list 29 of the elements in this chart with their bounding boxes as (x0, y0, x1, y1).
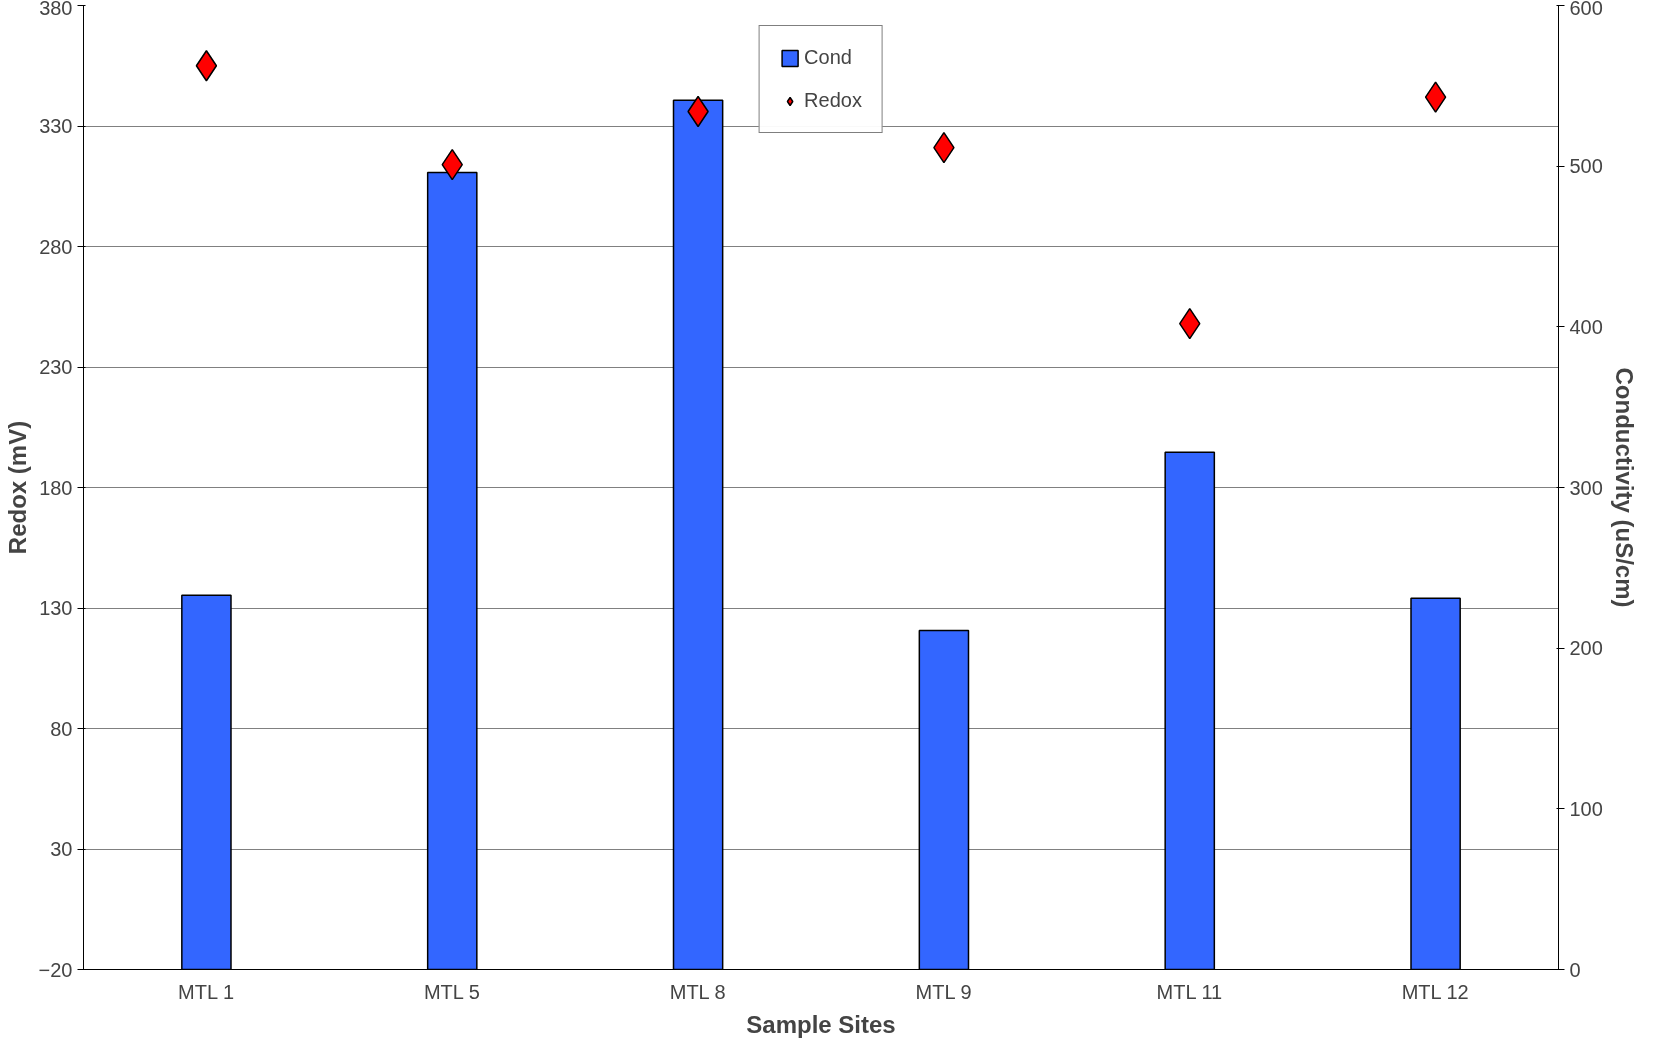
y-axis-title: Redox (mV) (3, 420, 31, 555)
y2-tick-label: 100 (1569, 797, 1603, 820)
point (195, 50, 218, 82)
y2-tick-label: 200 (1569, 637, 1603, 660)
y-tick-label: 230 (39, 356, 73, 378)
y2-axis-title: Conductivity (uS/cm) (1610, 367, 1638, 608)
y2-tick-label: 500 (1569, 155, 1603, 178)
x-tick-label: MTL 12 (1401, 980, 1469, 1003)
legend-label: Redox (804, 89, 862, 112)
y-tick-label: −20 (38, 958, 73, 981)
y-tick-label: 130 (39, 597, 73, 619)
legend-label: Cond (804, 46, 852, 69)
y2-tick-label: 0 (1569, 958, 1581, 981)
y-tick-label: 180 (39, 476, 73, 499)
y-tick-label: 380 (39, 0, 73, 19)
point (1424, 81, 1447, 113)
x-tick-label: MTL 5 (423, 980, 480, 1003)
x-tick-label: MTL 1 (178, 980, 235, 1003)
x-tick-label: MTL 9 (915, 980, 972, 1003)
y2-tick-label: 600 (1569, 0, 1603, 19)
y2-tick-label: 300 (1569, 476, 1603, 499)
y-tick-label: 280 (39, 235, 73, 258)
x-axis-title: Sample Sites (746, 1010, 896, 1038)
y-tick-label: 30 (50, 838, 73, 860)
x-tick-label: MTL 8 (669, 980, 726, 1003)
y-tick-label: 80 (50, 717, 73, 740)
y2-tick-label: 400 (1569, 315, 1603, 338)
y-tick-label: 330 (39, 115, 73, 137)
x-tick-label: MTL 11 (1156, 980, 1223, 1003)
